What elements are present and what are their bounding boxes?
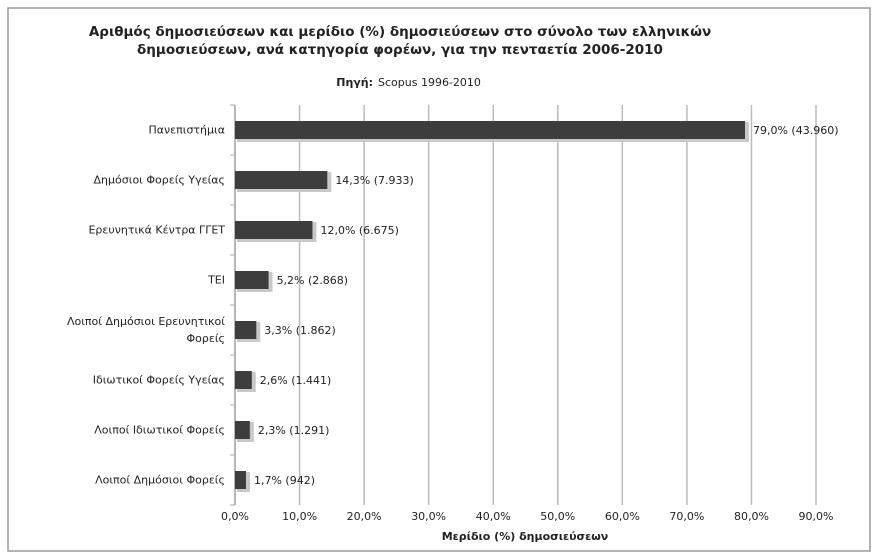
- data-label: 2,6% (1.441): [260, 374, 332, 387]
- data-label: 5,2% (2.868): [277, 274, 349, 287]
- bar: [235, 321, 257, 339]
- x-tick-label: 80,0%: [734, 510, 769, 523]
- data-label: 14,3% (7.933): [335, 174, 414, 187]
- y-tick-label: Λοιποί Δημόσιοι Ερευνητικοί Φορείς: [66, 315, 225, 345]
- bar: [235, 171, 328, 189]
- y-tick-label: ΤΕΙ: [208, 273, 225, 287]
- frame: [7, 7, 871, 552]
- bar: [235, 271, 269, 289]
- data-label: 1,7% (942): [254, 474, 315, 487]
- bar: [235, 371, 252, 389]
- y-tick-label: Πανεπιστήμια: [148, 123, 226, 137]
- x-tick-label: 50,0%: [540, 510, 575, 523]
- y-tick-label: Ερευνητικά Κέντρα ΓΓΕΤ: [88, 223, 225, 237]
- x-tick-label: 40,0%: [476, 510, 511, 523]
- bar: [235, 421, 250, 439]
- x-tick-label: 60,0%: [605, 510, 640, 523]
- x-axis-title: Μερίδιο (%) δημοσιεύσεων: [442, 530, 609, 543]
- bar: [235, 221, 313, 239]
- x-tick-label: 70,0%: [669, 510, 704, 523]
- x-tick-label: 10,0%: [282, 510, 317, 523]
- bar: [235, 121, 745, 139]
- y-tick-label: Δημόσιοι Φορείς Υγείας: [93, 173, 225, 187]
- source: Scopus 1996-2010: [378, 76, 481, 89]
- data-label: 2,3% (1.291): [258, 424, 330, 437]
- source-label: Πηγή:: [336, 76, 373, 89]
- y-tick-label: Ιδιωτικοί Φορείς Υγείας: [92, 373, 225, 387]
- chart-title: Αριθμός δημοσιεύσεων και μερίδιο (%) δημ…: [89, 24, 711, 40]
- y-tick-label: Λοιποί Ιδιωτικοί Φορείς: [94, 423, 225, 437]
- x-tick-label: 30,0%: [411, 510, 446, 523]
- data-label: 79,0% (43.960): [753, 124, 839, 137]
- x-tick-label: 0,0%: [221, 510, 249, 523]
- y-tick-label: Λοιποί Δημόσιοι Φορείς: [95, 473, 225, 487]
- data-label: 3,3% (1.862): [264, 324, 336, 337]
- chart-title: δημοσιεύσεων, ανά κατηγορία φορέων, για …: [137, 42, 663, 58]
- x-tick-label: 90,0%: [799, 510, 834, 523]
- bar: [235, 471, 246, 489]
- data-label: 12,0% (6.675): [320, 224, 399, 237]
- x-tick-label: 20,0%: [347, 510, 382, 523]
